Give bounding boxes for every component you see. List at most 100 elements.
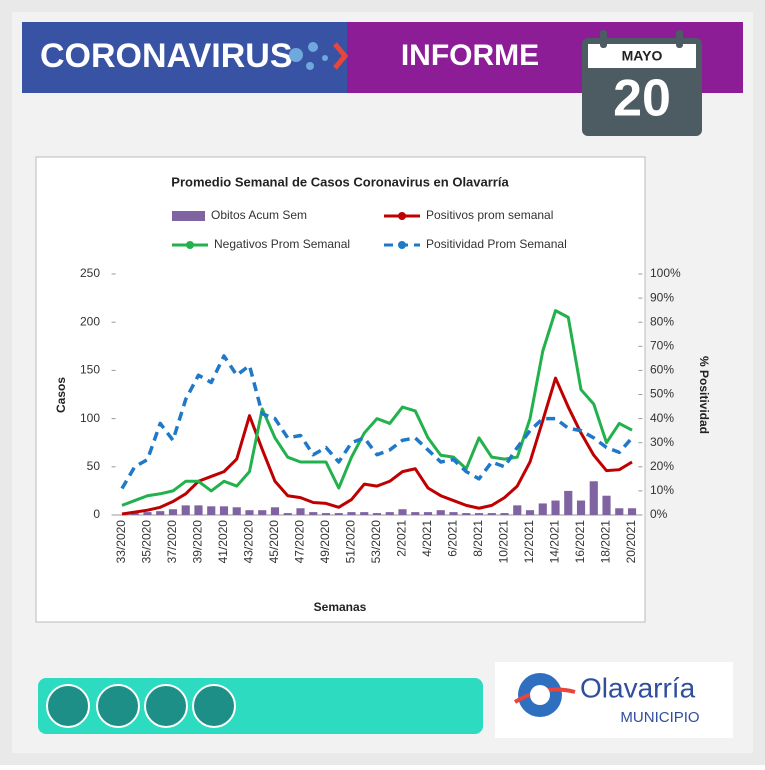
- legend-label: Positividad Prom Semanal: [426, 237, 567, 251]
- bar: [474, 513, 484, 515]
- y2-tick-label: 100%: [650, 266, 681, 280]
- bar: [436, 510, 445, 515]
- x-tick-label: 12/2021: [522, 520, 536, 564]
- bar: [309, 512, 318, 515]
- y-tick-label: 200: [80, 314, 100, 328]
- x-tick-label: 6/2021: [446, 520, 460, 557]
- bar: [372, 513, 382, 515]
- x-tick-label: 20/2021: [624, 520, 638, 564]
- y-tick-label: 0: [93, 507, 100, 521]
- footer-icons: [46, 684, 236, 728]
- legend-swatch: [172, 211, 205, 221]
- y2-tick-label: 0%: [650, 507, 668, 521]
- arrow: [333, 42, 349, 70]
- legend-marker: [398, 212, 406, 220]
- y-tick-label: 250: [80, 266, 100, 280]
- y2-tick-label: 80%: [650, 314, 674, 328]
- bar: [551, 500, 560, 515]
- bar: [143, 512, 152, 515]
- x-tick-label: 43/2020: [242, 520, 256, 564]
- x-tick-label: 35/2020: [140, 520, 154, 564]
- x-tick-label: 37/2020: [165, 520, 179, 564]
- chart-panel: [35, 156, 646, 623]
- virus-icons: [289, 42, 328, 70]
- bar: [321, 513, 331, 515]
- x-tick-label: 16/2021: [573, 520, 587, 564]
- bar: [130, 513, 139, 515]
- y2-tick-label: 60%: [650, 363, 674, 377]
- legend-label: Obitos Acum Sem: [211, 208, 307, 222]
- bar: [181, 505, 190, 515]
- bar: [487, 513, 496, 515]
- plot: 0 50 100 150 200 250 0% 10% 20% 30% 40% 50% 60% 70% 80…: [80, 208, 681, 563]
- calendar: MAYO 20: [582, 30, 702, 136]
- bar: [538, 503, 547, 515]
- bar: [168, 509, 178, 515]
- bar: [296, 508, 305, 515]
- bar: [615, 508, 624, 515]
- line: [120, 354, 634, 490]
- calendar-day: 20: [613, 70, 671, 128]
- x-tick-label: 53/2020: [369, 520, 383, 564]
- chart-title: Promedio Semanal de Casos Coronavirus en…: [171, 174, 509, 189]
- y2-tick-label: 90%: [650, 290, 674, 304]
- y2-tick-label: 70%: [650, 338, 674, 352]
- y2-tick-label: 20%: [650, 459, 674, 473]
- bar: [423, 512, 433, 515]
- x-tick-label: 14/2021: [548, 520, 562, 564]
- x-tick-label: 45/2020: [267, 520, 281, 564]
- x-tick-label: 39/2020: [191, 520, 205, 564]
- y2-tick-label: 50%: [650, 387, 674, 401]
- bar: [500, 513, 509, 515]
- x-tick-label: 8/2021: [471, 520, 485, 557]
- logo-text: Olavarría: [580, 672, 696, 703]
- x-tick-label: 33/2020: [114, 520, 128, 564]
- legend-label: Positivos prom semanal: [426, 208, 553, 222]
- line: [121, 376, 633, 516]
- bar: [564, 490, 573, 515]
- logo-subtext: MUNICIPIO: [620, 709, 699, 726]
- bar: [589, 481, 598, 515]
- y2-tick-label: 10%: [650, 483, 674, 497]
- y-tick-label: 50: [87, 459, 101, 473]
- header-subtitle: INFORME: [401, 39, 539, 72]
- bar: [602, 495, 611, 515]
- x-tick-label: 18/2021: [599, 520, 613, 564]
- bar: [411, 512, 420, 515]
- bar: [449, 512, 458, 515]
- bar: [525, 510, 535, 515]
- bar: [270, 507, 280, 515]
- calendar-month: MAYO: [622, 48, 663, 64]
- x-tick-label: 2/2021: [395, 520, 409, 557]
- x-tick-label: 51/2020: [344, 520, 358, 564]
- bar: [258, 510, 267, 515]
- bar: [576, 500, 586, 515]
- legend-marker: [186, 241, 194, 249]
- y2-tick-label: 30%: [650, 435, 674, 449]
- header-title: CORONAVIRUS: [40, 37, 293, 75]
- y-tick-label: 100: [80, 411, 100, 425]
- logo-mark: [513, 673, 576, 717]
- bar: [513, 505, 522, 515]
- bar: [462, 513, 471, 515]
- bar: [347, 512, 356, 515]
- y-axis-label: Casos: [54, 377, 68, 413]
- x-tick-label: 4/2021: [420, 520, 434, 557]
- x-tick-label: 49/2020: [318, 520, 332, 564]
- x-tick-label: 41/2020: [216, 520, 230, 564]
- bar: [627, 508, 637, 515]
- bar: [360, 512, 369, 515]
- legend-marker: [398, 241, 406, 249]
- x-tick-label: 47/2020: [293, 520, 307, 564]
- bar: [385, 512, 394, 515]
- bar: [398, 509, 407, 515]
- line: [121, 309, 633, 507]
- bar: [207, 506, 216, 515]
- bar: [232, 507, 241, 515]
- y-tick-label: 150: [80, 363, 100, 377]
- y2-tick-label: 40%: [650, 411, 674, 425]
- y2-axis-label: % Positividad: [697, 356, 711, 434]
- bar: [283, 513, 292, 515]
- legend-label: Negativos Prom Semanal: [214, 237, 350, 251]
